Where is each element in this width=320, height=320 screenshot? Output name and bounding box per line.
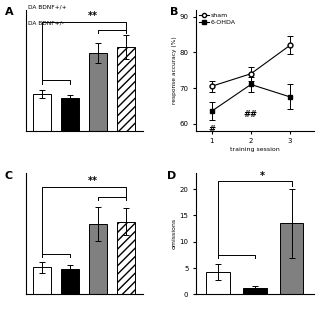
Y-axis label: omissions: omissions — [172, 218, 177, 249]
Text: B: B — [170, 7, 179, 17]
Bar — [61, 269, 79, 294]
Bar — [33, 94, 52, 131]
Text: D: D — [167, 171, 176, 181]
Bar — [33, 268, 52, 294]
Text: ##: ## — [244, 110, 258, 119]
Bar — [89, 53, 108, 131]
Bar — [89, 224, 108, 294]
Text: A: A — [4, 7, 13, 17]
Text: DA BDNF+/-: DA BDNF+/- — [28, 20, 64, 25]
Y-axis label: response accuracy (%): response accuracy (%) — [172, 36, 177, 104]
Text: **: ** — [88, 176, 98, 186]
Bar — [61, 99, 79, 131]
Bar — [117, 47, 135, 131]
X-axis label: training session: training session — [230, 147, 280, 152]
Text: **: ** — [88, 11, 98, 21]
Text: DA BDNF+/+: DA BDNF+/+ — [28, 5, 67, 10]
Text: #: # — [208, 125, 215, 134]
Bar — [206, 272, 230, 294]
Bar — [280, 223, 303, 294]
Legend: sham, 6-OHDA: sham, 6-OHDA — [199, 13, 236, 25]
Text: *: * — [260, 171, 265, 180]
Text: C: C — [4, 171, 12, 181]
Bar — [117, 222, 135, 294]
Bar — [243, 288, 267, 294]
